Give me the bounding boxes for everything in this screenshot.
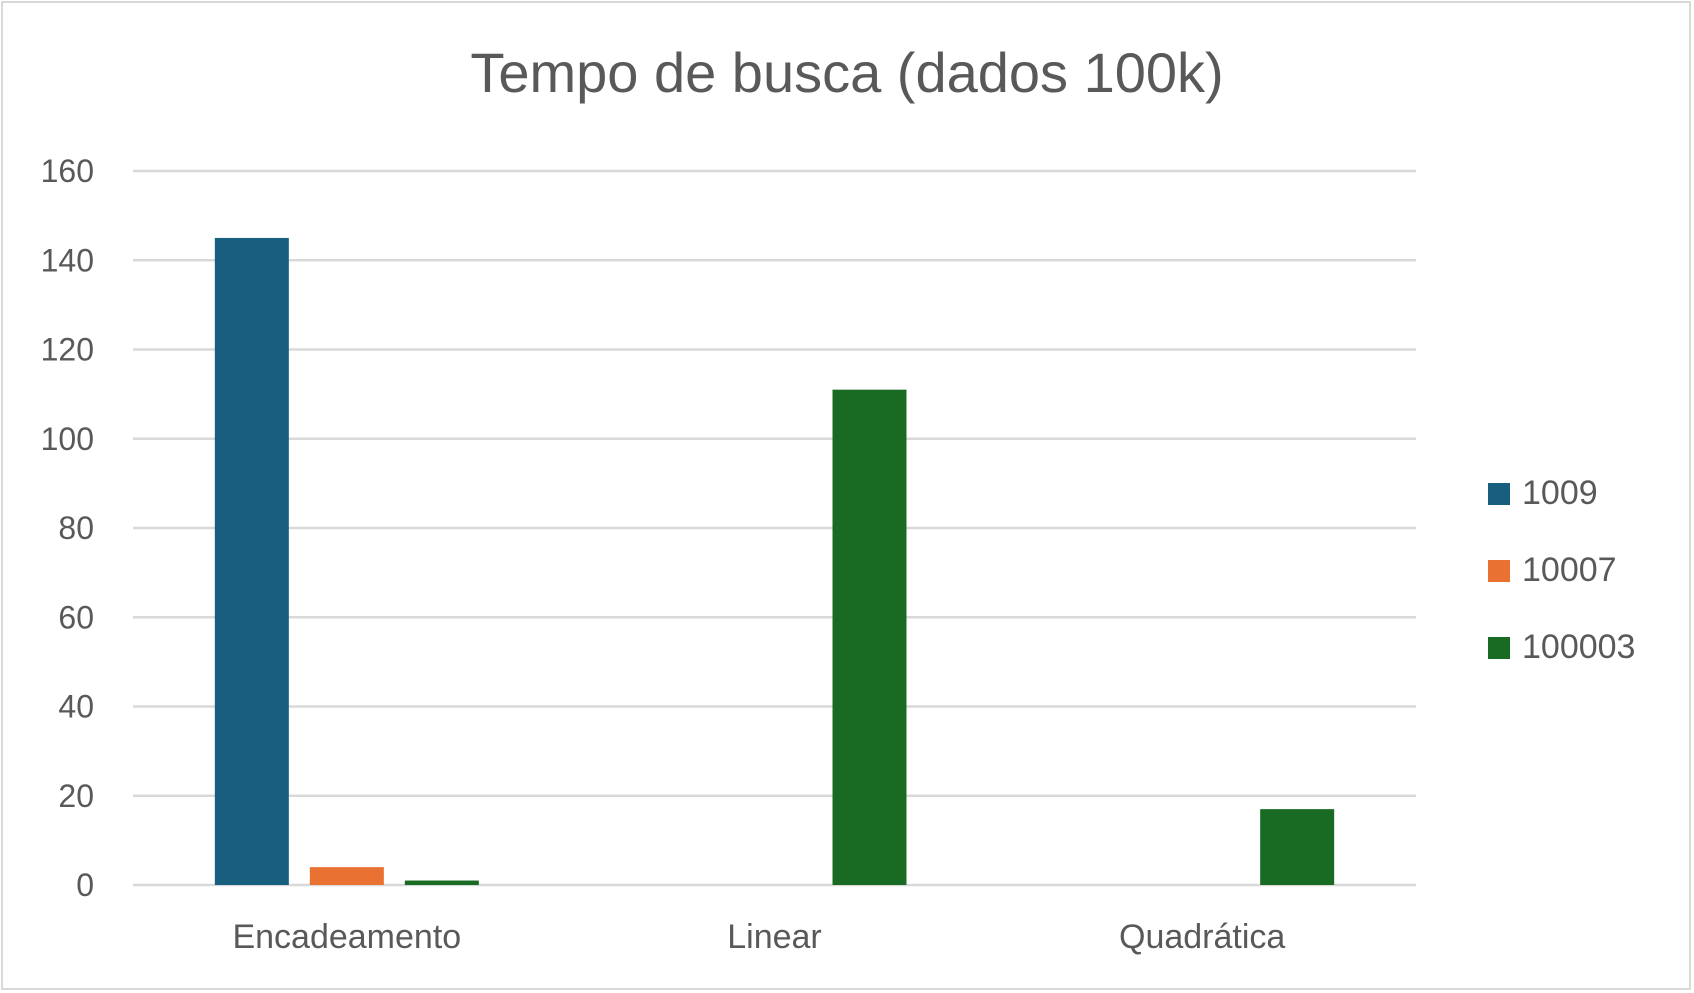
x-category-label: Quadrática [1119,918,1285,956]
legend-swatch [1488,482,1510,505]
bars [214,237,1335,885]
x-category-label: Encadeamento [232,918,461,956]
bar-100003-1 [832,389,907,885]
legend-item: 1009 [1488,455,1635,532]
chart-title: Tempo de busca (dados 100k) [470,41,1224,104]
y-tick-label: 160 [41,153,94,189]
legend-label: 1009 [1522,474,1598,512]
y-axis-ticks: 0 20 40 60 80 100 120 140 160 [41,153,94,903]
y-tick-label: 80 [58,510,94,546]
bar-1009-0 [214,237,289,885]
legend: 1009 10007 100003 [1488,455,1635,686]
x-axis-categories: Encadeamento Linear Quadrática [232,918,1285,956]
legend-item: 100003 [1488,609,1635,686]
bar-100003-2 [1260,809,1335,885]
y-tick-label: 40 [58,689,94,725]
legend-label: 100003 [1522,628,1636,666]
legend-swatch [1488,559,1510,582]
legend-item: 10007 [1488,532,1635,609]
y-tick-label: 0 [76,867,94,903]
x-category-label: Linear [727,918,822,956]
y-tick-label: 140 [41,242,94,278]
legend-label: 10007 [1522,551,1617,589]
bar-10007-0 [309,867,384,885]
gridlines [133,169,1416,887]
bar-100003-0 [404,880,479,885]
y-tick-label: 120 [41,332,94,368]
y-tick-label: 20 [58,778,94,814]
y-tick-label: 100 [41,421,94,457]
y-tick-label: 60 [58,599,94,635]
legend-swatch [1488,636,1510,659]
